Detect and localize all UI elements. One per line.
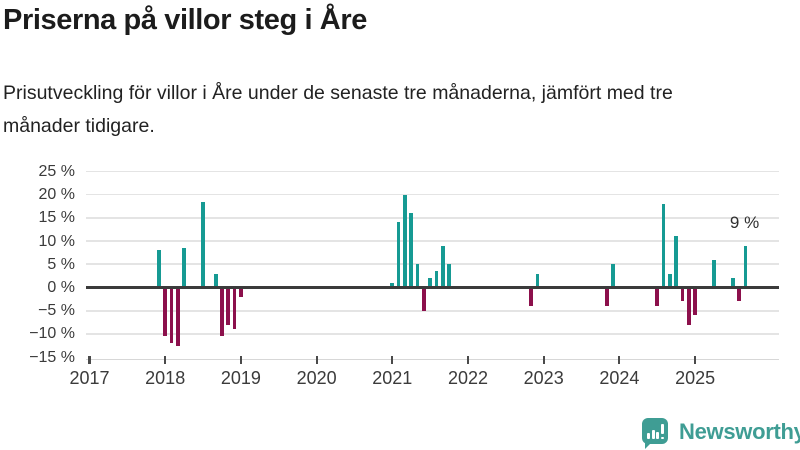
bar-2024-12 — [686, 287, 691, 325]
bar-2021-09 — [440, 245, 445, 288]
logo-bar-icon — [656, 432, 659, 439]
logo-exclamation-icon — [660, 424, 664, 434]
x-axis-tick-2019 — [239, 355, 242, 364]
y-axis-label-15: 15 % — [38, 209, 75, 227]
x-axis-tick-2025 — [694, 355, 697, 364]
bar-2021-08 — [434, 271, 439, 288]
bar-2025-09 — [743, 245, 748, 288]
bar-2018-01 — [163, 287, 168, 337]
x-axis-label-2021: 2021 — [372, 368, 413, 388]
bar-2024-09 — [668, 273, 672, 288]
bar-2021-03 — [403, 194, 407, 288]
bar-2025-01 — [693, 287, 697, 316]
bar-2019-01 — [239, 287, 243, 297]
bar-2021-02 — [396, 222, 401, 288]
x-axis-tick-2020 — [315, 355, 318, 364]
gridline — [86, 309, 779, 312]
bar-2025-04 — [712, 259, 716, 288]
bar-2021-01 — [390, 282, 395, 288]
page-title: Priserna på villor steg i Åre — [3, 4, 367, 36]
bar-2024-10 — [674, 236, 678, 288]
bar-2021-10 — [447, 264, 451, 288]
bar-2018-03 — [175, 287, 180, 346]
bar-2024-11 — [680, 287, 685, 302]
value-annotation: 9 % — [729, 212, 760, 232]
x-axis-label-2022: 2022 — [447, 368, 489, 388]
y-axis-label-0: 0 % — [47, 279, 75, 296]
x-axis-tick-2022 — [466, 355, 470, 364]
y-axis-label--10: −10 % — [29, 325, 75, 343]
bar-2023-11 — [604, 287, 609, 307]
bar-2018-12 — [232, 287, 237, 330]
logo-bar-icon — [651, 430, 655, 439]
bar-2022-12 — [535, 273, 540, 288]
x-axis-tick-2023 — [542, 355, 545, 364]
bar-2018-10 — [220, 287, 224, 337]
y-axis-label-25: 25 % — [38, 162, 75, 180]
chart-subtitle: Prisutveckling för villor i Åre under de… — [3, 82, 673, 137]
bar-2024-07 — [655, 287, 660, 307]
x-axis-label-2023: 2023 — [523, 368, 564, 388]
bar-2018-09 — [213, 273, 218, 288]
bar-2021-05 — [415, 264, 420, 288]
y-axis-label--15: −15 % — [29, 348, 75, 366]
bar-2018-04 — [182, 248, 186, 288]
speech-bubble-tail-icon — [645, 441, 653, 449]
gridline — [86, 170, 779, 173]
bar-2025-07 — [731, 278, 735, 288]
newsworthy-logo[interactable]: Newsworthy — [642, 417, 800, 449]
zero-baseline — [86, 286, 779, 289]
x-axis-label-2018: 2018 — [145, 368, 186, 388]
y-axis-label-10: 10 % — [38, 232, 75, 250]
logo-exclamation-dot-icon — [660, 436, 664, 439]
x-axis-label-2025: 2025 — [675, 368, 716, 388]
bar-2021-06 — [421, 287, 426, 311]
x-axis-line — [86, 358, 779, 361]
y-axis-label-5: 5 % — [47, 255, 75, 273]
bar-2024-08 — [661, 203, 666, 288]
gridline — [86, 240, 779, 242]
x-axis-tick-2021 — [391, 355, 394, 364]
gridline — [86, 193, 779, 196]
bar-2018-02 — [169, 287, 174, 344]
y-axis-label--5: −5 % — [38, 302, 75, 320]
x-axis-label-2020: 2020 — [296, 368, 337, 388]
x-axis-tick-2018 — [164, 355, 167, 364]
bar-2021-04 — [409, 213, 414, 288]
bar-2021-07 — [428, 278, 432, 288]
logo-bar-icon — [647, 433, 650, 439]
bar-2025-08 — [737, 287, 742, 302]
x-axis-label-2024: 2024 — [599, 368, 640, 388]
bar-2023-12 — [611, 264, 615, 288]
x-axis-label-2017: 2017 — [69, 368, 110, 388]
bar-2022-11 — [529, 287, 533, 307]
gridline — [86, 217, 779, 219]
bar-2018-11 — [226, 287, 231, 325]
gridline — [86, 263, 779, 266]
x-axis-tick-2024 — [618, 355, 621, 364]
y-axis-label-20: 20 % — [38, 186, 75, 204]
gridline — [86, 333, 779, 335]
bar-2018-07 — [201, 201, 205, 288]
x-axis-label-2019: 2019 — [220, 368, 261, 388]
bar-2017-12 — [157, 250, 161, 288]
newsworthy-speech-bubble-icon — [642, 418, 668, 444]
newsworthy-wordmark: Newsworthy — [679, 419, 800, 444]
x-axis-tick-2017 — [88, 355, 91, 364]
